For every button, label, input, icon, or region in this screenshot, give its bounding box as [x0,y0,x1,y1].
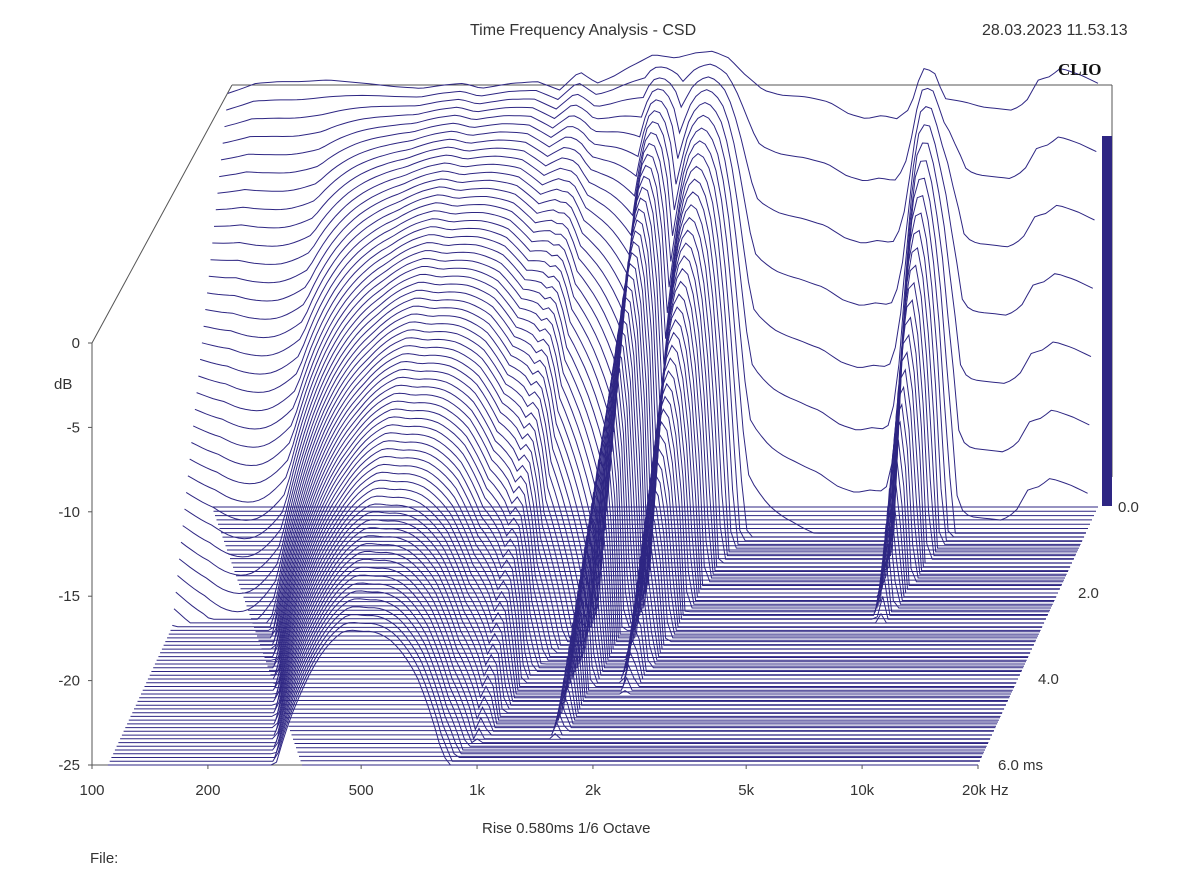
chart-title: Time Frequency Analysis - CSD [470,22,697,39]
decay-slice [139,487,1010,699]
decay-slice [111,614,982,758]
y-tick-label: -20 [58,673,80,690]
time-tick-label: 2.0 [1078,585,1099,602]
decay-slice [185,273,1057,598]
decay-slice [219,110,1090,453]
decay-slice [224,76,1095,248]
time-tick-label: 4.0 [1038,671,1059,688]
decay-slice [116,590,987,747]
decay-slice [210,162,1081,545]
decay-slice [182,289,1053,605]
decay-slice [130,527,1001,717]
decay-slice [168,353,1039,635]
decay-slice [194,234,1065,579]
rise-octave-info: Rise 0.580ms 1/6 Octave [482,820,651,837]
decay-slice [156,408,1027,661]
y-tick-label: -10 [58,504,80,521]
decay-slice [177,313,1048,616]
decay-slice [137,495,1008,702]
decay-slice [127,543,998,725]
decay-slice [226,63,1097,182]
decay-slice [208,170,1079,549]
decay-slice [153,424,1024,669]
color-scale-bar [1102,136,1112,506]
decay-slice [109,621,980,762]
decay-slice [114,598,985,751]
file-label: File: [90,850,119,867]
decay-slice [222,88,1094,316]
decay-slice [158,400,1029,658]
time-tick-label: 0.0 [1118,499,1139,516]
decay-slice [118,582,989,744]
x-tick-label: 20k Hz [962,782,1009,799]
decay-slice [191,250,1062,586]
brand-logo: CLIO [1058,60,1102,79]
decay-slice [212,153,1083,542]
frame-diagonal-left [91,84,233,344]
decay-slice [172,337,1043,628]
x-tick-label: 5k [738,782,754,799]
decay-slice [213,142,1085,538]
decay-slice [149,440,1020,676]
decay-slice [227,50,1099,120]
x-tick-label: 500 [349,782,374,799]
x-tick-label: 1k [469,782,485,799]
decay-slice [121,566,992,736]
x-tick-label: 2k [585,782,601,799]
decay-slice [220,99,1092,384]
decay-slice [203,194,1074,560]
y-tick-label: -5 [67,419,80,436]
time-tick-label: 6.0 ms [998,757,1043,774]
decay-slice [207,178,1078,553]
time-floor [212,506,1098,766]
decay-slice [215,131,1086,534]
y-tick-label: -15 [58,588,80,605]
decay-slice [113,606,984,755]
decay-slice [205,186,1076,557]
y-tick-label: 0 [72,335,80,352]
decay-slice [196,226,1067,575]
x-tick-label: 200 [195,782,220,799]
decay-slice [180,297,1051,609]
x-tick-label: 10k [850,782,875,799]
decay-slice [144,463,1015,687]
decay-slice [198,218,1069,572]
decay-slice [178,305,1050,613]
x-tick-label: 100 [79,782,104,799]
decay-slice [184,281,1055,601]
y-tick-label: -25 [58,757,80,774]
decay-slice [163,376,1034,646]
decay-slice [146,455,1017,684]
decay-slice [217,121,1088,521]
y-axis-label: dB [54,376,73,393]
decay-slice [167,360,1038,639]
decay-slice [123,558,994,732]
axis-ticks: 0 -5 -10 -15 -20 -25 100 200 500 1k 2k 5k 10k 20k Hz 0… [58,335,1139,799]
decay-slice [189,257,1060,590]
decay-slice [192,242,1064,583]
decay-slice [142,471,1013,691]
chart-timestamp: 28.03.2023 11.53.13 [982,22,1128,39]
decay-slice [170,345,1041,631]
decay-slice [165,368,1036,643]
